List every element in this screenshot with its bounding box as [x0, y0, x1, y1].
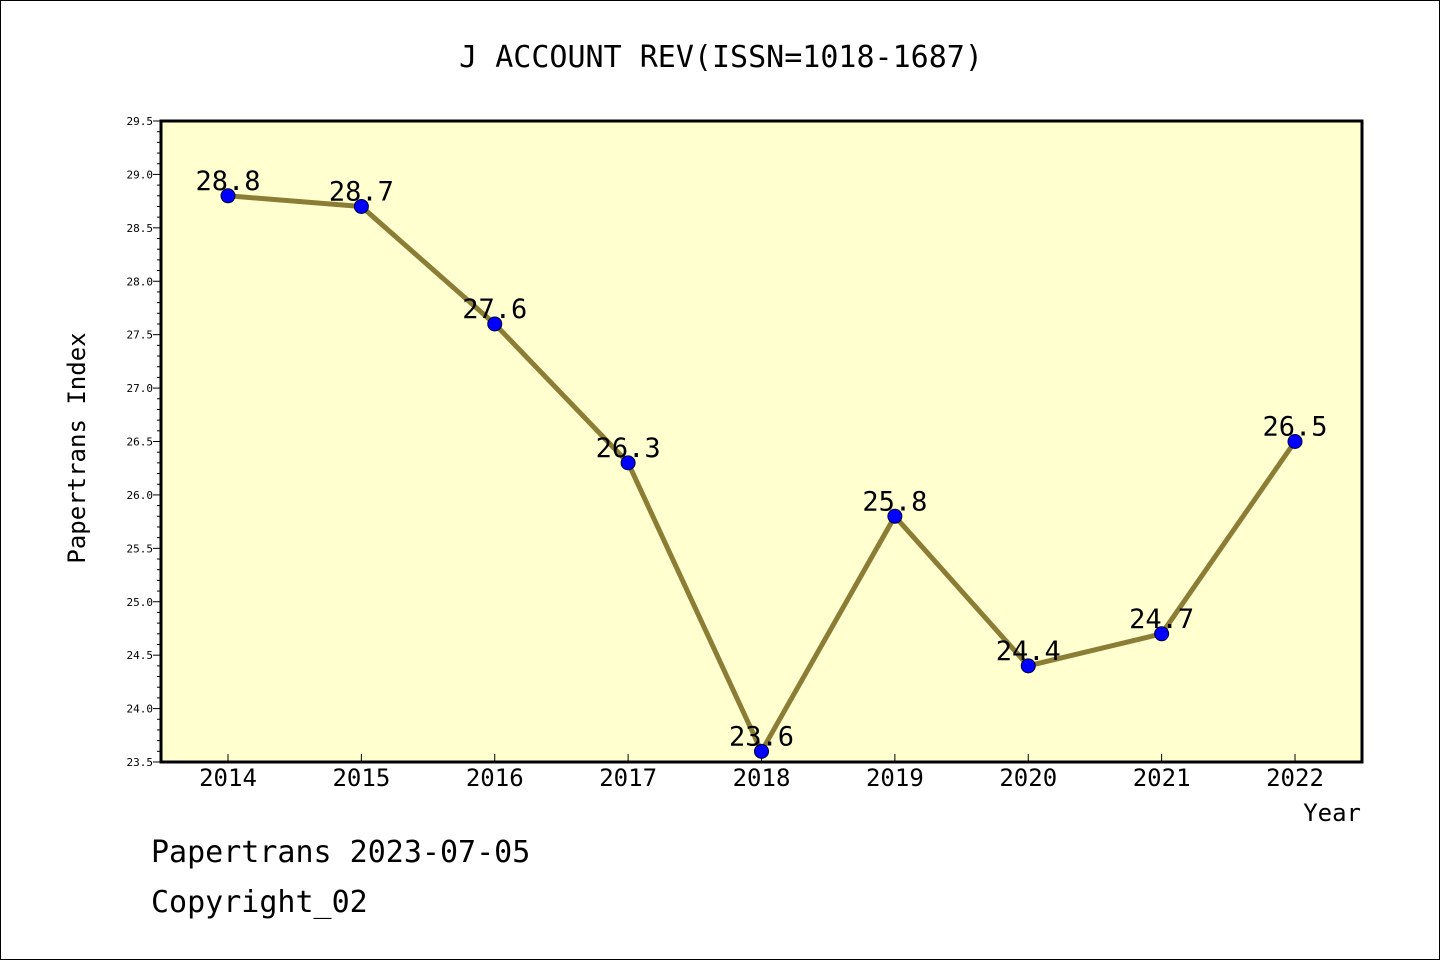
data-label: 27.6	[462, 294, 527, 325]
x-tick-label: 2021	[1133, 764, 1191, 792]
data-point	[1020, 658, 1036, 674]
y-tick-label: 28.5	[127, 222, 154, 235]
x-tick-label: 2020	[999, 764, 1057, 792]
y-axis-title: Papertrans Index	[63, 332, 91, 563]
y-tick-label: 29.0	[127, 168, 154, 181]
y-axis: 23.5 24.0 24.5 25.0 25.5 26.0 26.5 27.0 27.5 28.0…	[127, 115, 161, 769]
x-tick-label: 2019	[866, 764, 924, 792]
x-tick-label: 2017	[599, 764, 657, 792]
data-point	[620, 455, 636, 471]
data-label: 26.5	[1262, 412, 1327, 443]
x-tick-label: 2022	[1266, 764, 1324, 792]
data-point	[754, 743, 769, 759]
data-label: 23.6	[729, 721, 794, 752]
data-label: 26.3	[596, 433, 661, 464]
data-point	[887, 508, 903, 524]
plot-border	[159, 119, 1364, 764]
series-papertrans-index	[220, 188, 1303, 759]
data-point	[220, 188, 236, 204]
x-axis: 2014 2015 2016 2017 2018 2019 2020 2021 2022	[199, 754, 1324, 792]
y-tick-label: 26.5	[127, 436, 154, 449]
x-axis-title: Year	[1303, 799, 1361, 827]
data-labels: 28.8 28.7 27.6 26.3 23.6 25.8 24.4 24.7 26.5	[195, 166, 1327, 753]
x-tick-label: 2016	[466, 764, 524, 792]
data-point	[353, 198, 369, 214]
plot-area	[161, 121, 1362, 762]
y-tick-label: 25.5	[127, 542, 154, 555]
data-label: 25.8	[862, 486, 927, 517]
y-tick-label: 23.5	[127, 756, 154, 769]
x-tick-label: 2014	[199, 764, 257, 792]
y-tick-label: 26.0	[127, 489, 154, 502]
y-tick-label: 27.0	[127, 382, 154, 395]
y-tick-label: 27.5	[127, 329, 154, 342]
y-tick-label: 24.5	[127, 649, 154, 662]
data-label: 24.7	[1129, 604, 1194, 635]
y-tick-label: 29.5	[127, 115, 154, 128]
chart-title: J ACCOUNT REV(ISSN=1018-1687)	[459, 40, 983, 75]
footer-copyright: Copyright_02	[151, 885, 368, 920]
data-label: 28.7	[329, 176, 394, 207]
y-tick-label: 24.0	[127, 703, 154, 716]
data-label: 24.4	[996, 636, 1061, 667]
data-point	[1287, 434, 1303, 449]
data-label: 28.8	[195, 166, 260, 197]
data-point	[1154, 626, 1170, 642]
y-tick-label: 25.0	[127, 596, 154, 609]
x-tick-label: 2018	[733, 764, 791, 792]
y-tick-label: 28.0	[127, 275, 154, 288]
x-tick-label: 2015	[332, 764, 390, 792]
footer-date: Papertrans 2023-07-05	[151, 835, 531, 870]
data-point	[487, 316, 503, 332]
